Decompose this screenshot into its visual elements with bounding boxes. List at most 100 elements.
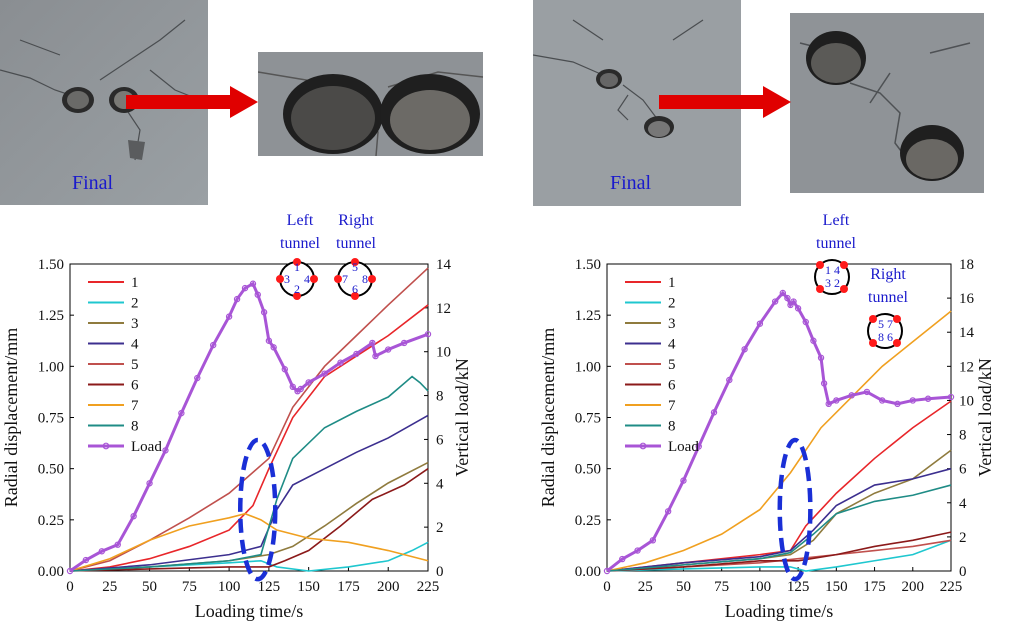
- chart2-right-tunnel-label-line1: Right: [870, 266, 906, 283]
- chart2-load-point: [779, 289, 787, 297]
- chart2-legend-label-8: 8: [668, 419, 676, 435]
- chart2-load-point: [680, 477, 687, 484]
- chart1-legend-label-8: 8: [131, 419, 139, 435]
- chart2-y2-tick-label: 8: [959, 428, 967, 444]
- chart1-load-point: [194, 374, 201, 382]
- chart2-load-point: [741, 346, 748, 353]
- chart1-left-tunnel-gauge-number: 4: [304, 272, 310, 286]
- chart1-load-point: [254, 291, 261, 298]
- chart2-load-point: [619, 555, 626, 563]
- chart1-series-load-line: [69, 281, 429, 573]
- chart1-legend-label-5: 5: [131, 357, 139, 373]
- chart1-right-tunnel-gauge-point: [351, 292, 359, 300]
- chart1-load-point: [265, 337, 273, 344]
- chart1-load-point: [249, 280, 257, 287]
- chart2-right-tunnel-gauge-point: [869, 339, 877, 347]
- chart2-left-tunnel-gauge-number: 2: [834, 276, 840, 290]
- chart1-legend-label-6: 6: [131, 378, 139, 394]
- chart2-legend-label-Load: Load: [668, 439, 699, 455]
- chart1-plot-frame: [69, 263, 429, 572]
- chart2-legend-label-7: 7: [668, 398, 676, 414]
- chart1-x-tick-label: 25: [102, 579, 117, 595]
- chart2-right-tunnel-gauge-number: 5: [878, 317, 884, 331]
- chart1-load-point: [400, 339, 408, 347]
- chart2-y2-tick-label: 6: [959, 462, 967, 478]
- chart2-left-tunnel-gauge-number: 3: [825, 276, 831, 290]
- chart2-y2-axis-label: Vertical load/kN: [975, 358, 995, 476]
- chart1-left-tunnel-gauge-number: 3: [284, 272, 290, 286]
- chart2-x-tick-label: 50: [676, 579, 691, 595]
- chart2-x-tick-label: 25: [638, 579, 653, 595]
- chart2-y2-tick-label: 4: [959, 496, 967, 512]
- chart1-load-point: [337, 359, 344, 366]
- chart2-y2-tick-label: 0: [959, 564, 967, 580]
- chart2-left-tunnel-gauge-number: 1: [825, 263, 831, 277]
- chart1-legend-label-7: 7: [131, 398, 139, 414]
- chart2-load-point: [726, 376, 733, 384]
- chart2-load-point: [833, 397, 840, 404]
- chart1-series-1-line: [69, 304, 429, 572]
- chart2-y-tick-label: 0.25: [575, 513, 601, 529]
- chart1-y-tick-label: 0.50: [38, 462, 64, 478]
- chart1-load-point: [260, 309, 268, 316]
- chart2-load-point: [790, 298, 797, 305]
- chart1-legend-label-1: 1: [131, 275, 139, 291]
- chart2-legend-load-marker: [639, 442, 647, 450]
- chart1-load-point: [209, 341, 217, 349]
- chart1-left-tunnel-gauge-point: [293, 258, 301, 266]
- chart2-x-tick-label: 225: [940, 579, 963, 595]
- chart2-load-point: [924, 395, 932, 402]
- final-label-right: Final: [610, 172, 652, 194]
- chart2-load-point: [894, 400, 901, 408]
- chart1-load-point: [130, 512, 137, 520]
- chart1-load-point: [233, 295, 241, 303]
- chart2-load-point: [810, 337, 817, 344]
- chart2-load-point: [710, 409, 718, 416]
- chart1-x-tick-label: 175: [337, 579, 360, 595]
- chart2-legend-label-5: 5: [668, 357, 676, 373]
- chart2-x-tick-label: 150: [825, 579, 848, 595]
- chart2-legend-label-6: 6: [668, 378, 676, 394]
- chart2-load-point: [756, 320, 764, 327]
- chart1-left-tunnel-label-line1: Left: [287, 212, 314, 229]
- chart2-y-tick-label: 1.25: [575, 308, 601, 324]
- chart1-x-tick-label: 100: [218, 579, 241, 595]
- chart2-y-tick-label: 1.50: [575, 257, 601, 273]
- chart1-right-tunnel-gauge-point: [351, 258, 359, 266]
- chart1-y-tick-label: 0.75: [38, 411, 64, 427]
- chart2-x-tick-label: 0: [603, 579, 611, 595]
- chart1-x-tick-label: 150: [297, 579, 320, 595]
- chart1-x-axis-label: Loading time/s: [195, 601, 303, 621]
- chart2-y2-tick-label: 2: [959, 530, 967, 546]
- chart2-series-8-line: [606, 484, 952, 572]
- chart1-x-tick-label: 0: [66, 579, 74, 595]
- chart2-load-point: [794, 305, 802, 312]
- chart2-y2-tick-label: 16: [959, 291, 975, 307]
- chart2-left-tunnel-gauge-point: [816, 285, 824, 293]
- chart2-left-tunnel-gauge-point: [840, 261, 848, 269]
- chart2-right-tunnel-label-line2: tunnel: [868, 289, 909, 306]
- chart2-series-2-line: [606, 539, 952, 572]
- closeup-photo-left: [258, 52, 483, 156]
- chart1-load-point: [241, 284, 249, 292]
- chart2-highlight-ellipse: [777, 437, 813, 582]
- chart1-x-tick-label: 75: [182, 579, 197, 595]
- chart1-load-point: [66, 567, 74, 575]
- chart1-load-point: [353, 350, 360, 358]
- chart2-load-point: [649, 537, 657, 544]
- chart2-y2-tick-label: 14: [959, 325, 975, 341]
- chart2-y-tick-label: 0.50: [575, 462, 601, 478]
- chart1-series-5-line: [69, 267, 429, 572]
- chart1-y2-tick-label: 14: [436, 257, 452, 273]
- chart1-load-point: [225, 313, 233, 320]
- chart1-load-point: [162, 447, 169, 454]
- chart1-left-tunnel-gauge-number: 1: [294, 260, 300, 274]
- chart1-y2-tick-label: 8: [436, 389, 444, 405]
- chart1-y2-tick-label: 4: [436, 476, 444, 492]
- chart2-load-point: [825, 400, 832, 408]
- chart1-right-tunnel-gauge-number: 7: [342, 272, 348, 286]
- chart1-load-point: [372, 352, 379, 360]
- chart2-y-tick-label: 0.75: [575, 411, 601, 427]
- chart2-load-point: [771, 298, 779, 305]
- arrow-icon-right: [659, 86, 791, 118]
